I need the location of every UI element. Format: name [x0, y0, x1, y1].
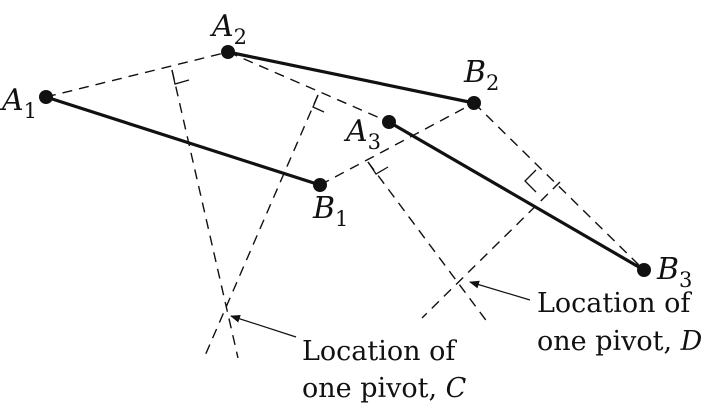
label-b1: B1	[312, 191, 348, 231]
point-b2-dot	[467, 96, 481, 110]
pivot-d-caption-line2: one pivot, D	[537, 326, 703, 357]
point-a2-dot	[221, 45, 235, 59]
label-b2: B2	[463, 55, 499, 95]
bisector-a2-a3	[203, 94, 319, 359]
label-b3: B3	[656, 252, 692, 292]
right-angle-marker	[171, 69, 190, 85]
pivot-d-arrow	[469, 280, 531, 301]
point-b1-dot	[313, 178, 327, 192]
pivot-d-caption-line1: Location of	[537, 288, 692, 319]
bisector-b1-b2	[367, 161, 489, 324]
right-angle-marker	[312, 94, 325, 113]
point-a3-dot	[382, 115, 396, 129]
chord-b2-b3	[473, 102, 645, 271]
bisector-b2-b3	[421, 181, 561, 319]
chord-a2-a3	[227, 51, 390, 123]
chord-a1-a2	[45, 51, 229, 98]
point-a1-dot	[39, 90, 53, 104]
right-angle-marker	[367, 161, 389, 175]
pivot-c-caption-line1: Location of	[302, 336, 457, 367]
pivot-c-caption-line2: one pivot, C	[302, 373, 467, 404]
pivot-c-arrow	[230, 314, 297, 338]
coupler-line-a3-b3	[387, 120, 646, 272]
right-angle-marker	[524, 169, 537, 193]
coupler-line-a1-b1	[44, 95, 322, 187]
label-a3: A3	[343, 114, 381, 154]
bisector-a1-a2	[171, 69, 239, 359]
coupler-line-a2-b2	[226, 50, 476, 105]
point-b3-dot	[637, 263, 651, 277]
chord-b1-b2	[319, 102, 475, 186]
label-a1: A1	[0, 83, 37, 123]
label-a2: A2	[209, 9, 247, 49]
